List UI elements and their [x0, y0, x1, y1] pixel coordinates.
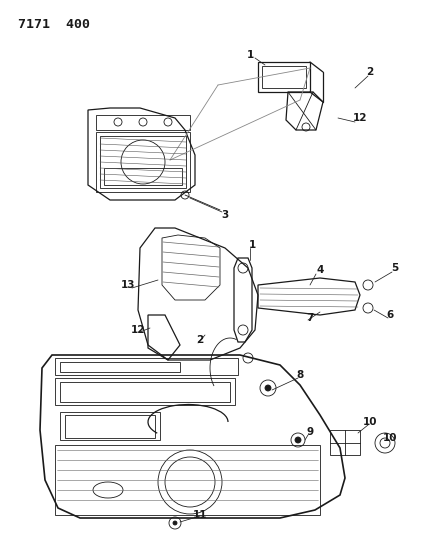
Text: 8: 8 — [296, 370, 303, 380]
Text: 2: 2 — [196, 335, 204, 345]
Text: 5: 5 — [391, 263, 398, 273]
Circle shape — [265, 385, 271, 391]
Text: 11: 11 — [193, 510, 207, 520]
Text: 12: 12 — [131, 325, 145, 335]
Text: 10: 10 — [383, 433, 397, 443]
Text: 3: 3 — [221, 210, 229, 220]
Text: 13: 13 — [121, 280, 135, 290]
Text: 1: 1 — [247, 50, 254, 60]
Text: 7171  400: 7171 400 — [18, 18, 90, 31]
Text: 10: 10 — [363, 417, 377, 427]
Circle shape — [295, 437, 301, 443]
Text: 9: 9 — [306, 427, 314, 437]
Text: 2: 2 — [366, 67, 374, 77]
Text: 6: 6 — [386, 310, 394, 320]
Circle shape — [173, 521, 177, 525]
Text: 1: 1 — [248, 240, 256, 250]
Text: 7: 7 — [306, 313, 314, 323]
Text: 12: 12 — [353, 113, 367, 123]
Text: 4: 4 — [316, 265, 324, 275]
